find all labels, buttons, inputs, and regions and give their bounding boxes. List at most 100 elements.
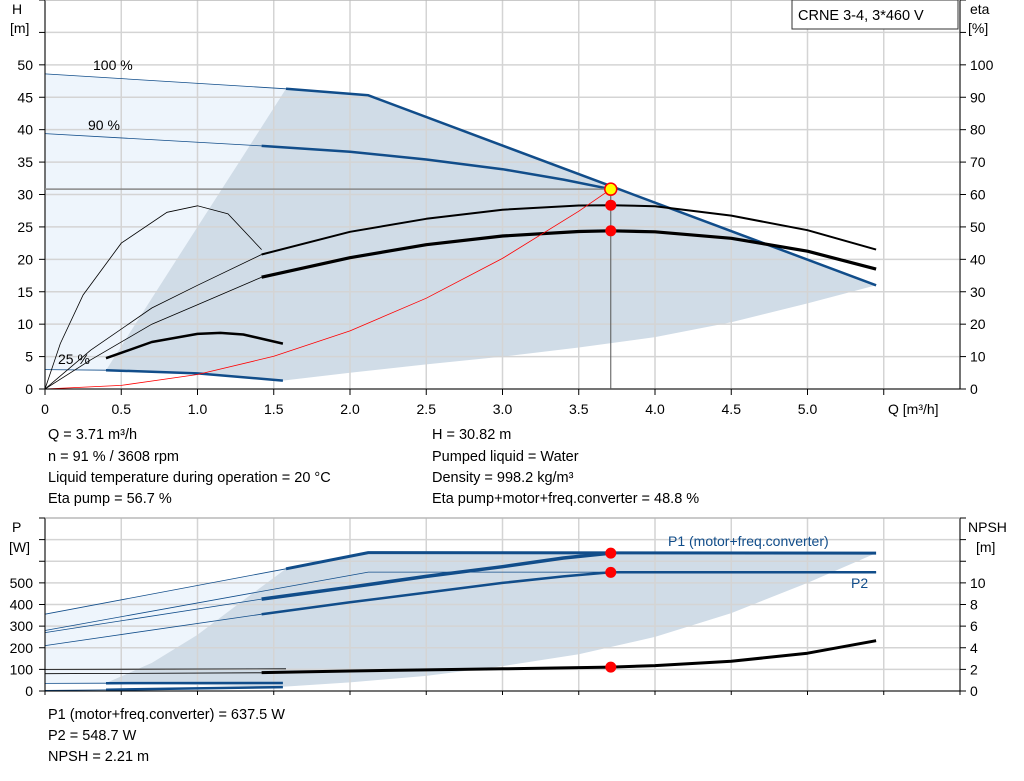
head-100-curve: [285, 87, 877, 287]
legend-box: [791, 0, 959, 30]
npsh-90-curve-extension: [44, 672, 262, 675]
npsh-curve-extension: [44, 668, 287, 670]
top-y-tick-label: 50: [17, 57, 33, 73]
head-100-curve-extension: [44, 73, 287, 90]
series-label-p2: P2: [851, 575, 868, 591]
y2-axis-label-eta: eta: [970, 1, 990, 17]
series-label-p1: P1 (motor+freq.converter): [668, 533, 829, 549]
y-axis-unit-h: [m]: [10, 20, 29, 36]
top-x-tick-label: 0.5: [112, 401, 132, 417]
top-x-tick-label: 3.5: [569, 401, 589, 417]
top-y-tick-label: 5: [25, 349, 33, 365]
top-y2-tick-label: 90: [970, 89, 986, 105]
top-y-tick-label: 45: [17, 89, 33, 105]
bot-y2-tick-label: 4: [970, 640, 978, 656]
head-90-curve-extension: [44, 133, 262, 147]
top-y-tick-label: 35: [17, 154, 33, 170]
top-x-tick-label: 3.0: [493, 401, 513, 417]
duty-point-p1: [605, 547, 617, 559]
result-h: H = 30.82 m: [432, 427, 511, 443]
top-y2-tick-label: 100: [970, 57, 994, 73]
result-npsh: NPSH = 2.21 m: [48, 749, 149, 765]
top-y2-tick-label: 10: [970, 349, 986, 365]
power-npsh-chart: 0 100 200 300 400 500 0 2 4 6 8 10: [10, 517, 986, 699]
bot-y2-tick-label: 6: [970, 618, 978, 634]
top-y-tick-label: 0: [25, 381, 33, 397]
duty-point-head: [604, 182, 618, 196]
speed-label-90: 90 %: [88, 117, 120, 133]
top-y-tick-label: 20: [17, 251, 33, 267]
legend-box-text: CRNE 3-4, 3*460 V: [798, 8, 924, 24]
p1-90-curve: [261, 551, 611, 601]
head-efficiency-chart: 0 5 10 15 20 25 30 35 40 45 50 0 10 20 30 40 50 60 70 80 90 1…: [17, 0, 994, 417]
eta-pump-curve: [261, 204, 877, 256]
result-density: Density = 998.2 kg/m³: [432, 470, 574, 486]
bot-y-tick-label: 0: [25, 683, 33, 699]
p1-100-curve: [285, 551, 877, 571]
speed-label-100: 100 %: [93, 57, 133, 73]
eta-total-curve: [261, 229, 877, 279]
y2-axis-unit-npsh: [m]: [976, 539, 995, 555]
result-eta-total: Eta pump+motor+freq.converter = 48.8 %: [432, 491, 699, 507]
eta-total-curve-extension: [44, 276, 262, 390]
top-x-tick-label: 4.0: [645, 401, 665, 417]
result-p2: P2 = 548.7 W: [48, 728, 137, 744]
head-25-curve: [105, 368, 284, 382]
result-q: Q = 3.71 m³/h: [48, 427, 137, 443]
top-y2-tick-label: 70: [970, 154, 986, 170]
top-x-tick-label: 5.0: [798, 401, 818, 417]
result-p1: P1 (motor+freq.converter) = 637.5 W: [48, 707, 285, 723]
top-y2-tick-label: 50: [970, 219, 986, 235]
result-liquid: Pumped liquid = Water: [432, 449, 579, 465]
top-x-tick-label: 2.5: [417, 401, 437, 417]
top-extended-area: [45, 73, 286, 371]
bot-y2-tick-label: 10: [970, 575, 986, 591]
y2-axis-label-npsh: NPSH: [968, 519, 1007, 535]
p2-90-curve: [261, 571, 611, 616]
top-y-tick-label: 10: [17, 316, 33, 332]
duty-point-npsh: [605, 661, 617, 673]
top-y-tick-label: 15: [17, 284, 33, 300]
result-speed: n = 91 % / 3608 rpm: [48, 449, 179, 465]
top-y-tick-label: 30: [17, 187, 33, 203]
top-y2-tick-label: 20: [970, 316, 986, 332]
top-y2-tick-label: 60: [970, 187, 986, 203]
y-axis-label-p: P: [12, 519, 21, 535]
p1-90-curve-extension: [44, 598, 262, 633]
y2-axis-unit-eta: [%]: [968, 20, 988, 36]
bot-y2-tick-label: 0: [970, 683, 978, 699]
top-y2-tick-label: 80: [970, 122, 986, 138]
bot-y-tick-label: 200: [10, 640, 34, 656]
bot-y2-tick-label: 8: [970, 597, 978, 613]
result-eta-pump: Eta pump = 56.7 %: [48, 491, 172, 507]
top-x-tick-label: 1.5: [264, 401, 284, 417]
bot-y-tick-label: 300: [10, 618, 34, 634]
head-90-curve: [261, 144, 612, 191]
p2-25-curve: [105, 685, 283, 691]
top-y2-tick-label: 30: [970, 284, 986, 300]
bot-y-tick-label: 100: [10, 661, 34, 677]
top-x-tick-label: 4.5: [722, 401, 742, 417]
duty-point-eta-total: [605, 225, 617, 237]
p1-100-curve-extension: [44, 568, 287, 615]
eta-25-curve: [105, 331, 284, 360]
p2-90-curve-extension: [44, 613, 262, 646]
top-y-tick-label: 40: [17, 122, 33, 138]
top-x-tick-label: 1.0: [188, 401, 208, 417]
system-curve: [44, 188, 612, 390]
top-x-tick-label: 0: [41, 401, 49, 417]
bot-operating-area: [106, 552, 877, 687]
duty-point-p2: [605, 566, 617, 578]
top-y-tick-label: 25: [17, 219, 33, 235]
bot-y-tick-label: 400: [10, 597, 34, 613]
eta-25-curve-extension: [44, 205, 262, 390]
x-axis-label: Q [m³/h]: [888, 401, 939, 417]
top-x-tick-label: 2.0: [340, 401, 360, 417]
p2-25-curve-extension: [44, 689, 107, 691]
result-liquid-temp: Liquid temperature during operation = 20…: [48, 470, 331, 486]
y-axis-unit-p: [W]: [9, 539, 30, 555]
top-y2-tick-label: 0: [970, 381, 978, 397]
bot-y2-tick-label: 2: [970, 661, 978, 677]
duty-point-eta-pump: [605, 199, 617, 211]
